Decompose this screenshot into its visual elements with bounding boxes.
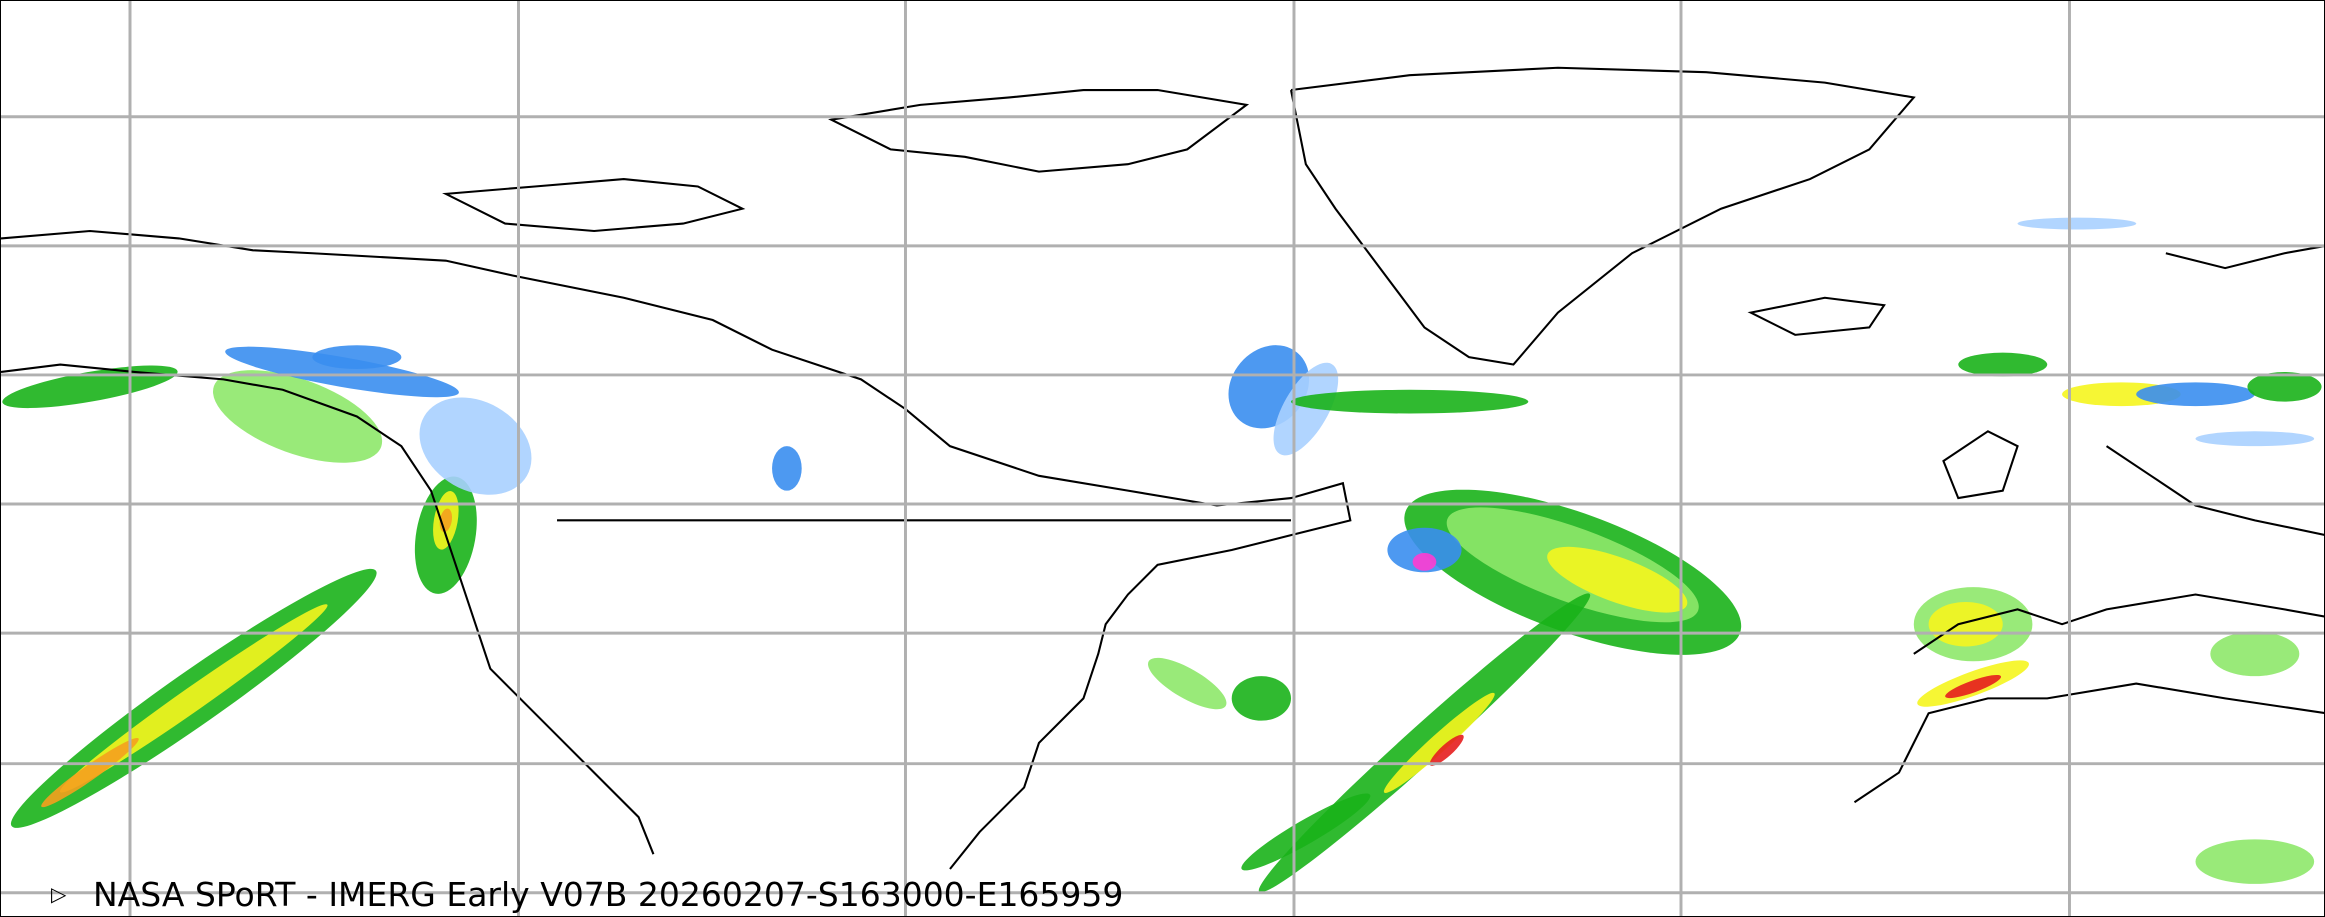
precip-cell [1273, 362, 1339, 456]
coastline [1913, 593, 2324, 655]
map-caption: NASA SPoRT - IMERG Early V07B 20260207-S… [93, 875, 1124, 914]
precip-cell [2017, 217, 2137, 230]
coastline [2105, 445, 2324, 536]
precip-cell [1147, 657, 1227, 710]
precip-cell [1928, 601, 2003, 647]
coastline [1747, 296, 1886, 336]
precip-cell [772, 446, 802, 491]
precip-cell [2195, 431, 2315, 447]
precip-cell [312, 345, 402, 369]
coastlines-layer [1, 66, 2324, 870]
precip-cell [2247, 371, 2322, 402]
precip-cell [1958, 352, 2048, 377]
precip-cell [1231, 676, 1292, 721]
precip-cell [419, 397, 532, 495]
precip-cell [1383, 692, 1495, 793]
precip-cell [2210, 631, 2300, 677]
coastline [1, 229, 1352, 870]
precip-cell [1387, 527, 1462, 573]
precip-cell [1412, 552, 1437, 571]
precip-cell [1429, 734, 1464, 766]
coastline [2165, 245, 2324, 270]
coastline [1290, 66, 1916, 366]
precip-cell [2136, 382, 2255, 407]
precip-cell [1945, 674, 2002, 699]
precip-cell [2, 365, 178, 409]
precip-cell [1241, 793, 1371, 871]
precip-cell [212, 370, 383, 463]
triangle-right-icon: ▷ [51, 882, 67, 906]
coastline [828, 88, 1250, 173]
precip-cell [2195, 839, 2315, 884]
precipitation-layer [2, 217, 2322, 893]
precip-cell [1547, 546, 1688, 613]
precip-cell [1258, 593, 1591, 893]
precip-cell [225, 346, 459, 398]
precip-cell [1291, 389, 1529, 414]
coastline [442, 178, 746, 233]
precip-cell [41, 738, 139, 808]
coastline [1942, 430, 2019, 500]
